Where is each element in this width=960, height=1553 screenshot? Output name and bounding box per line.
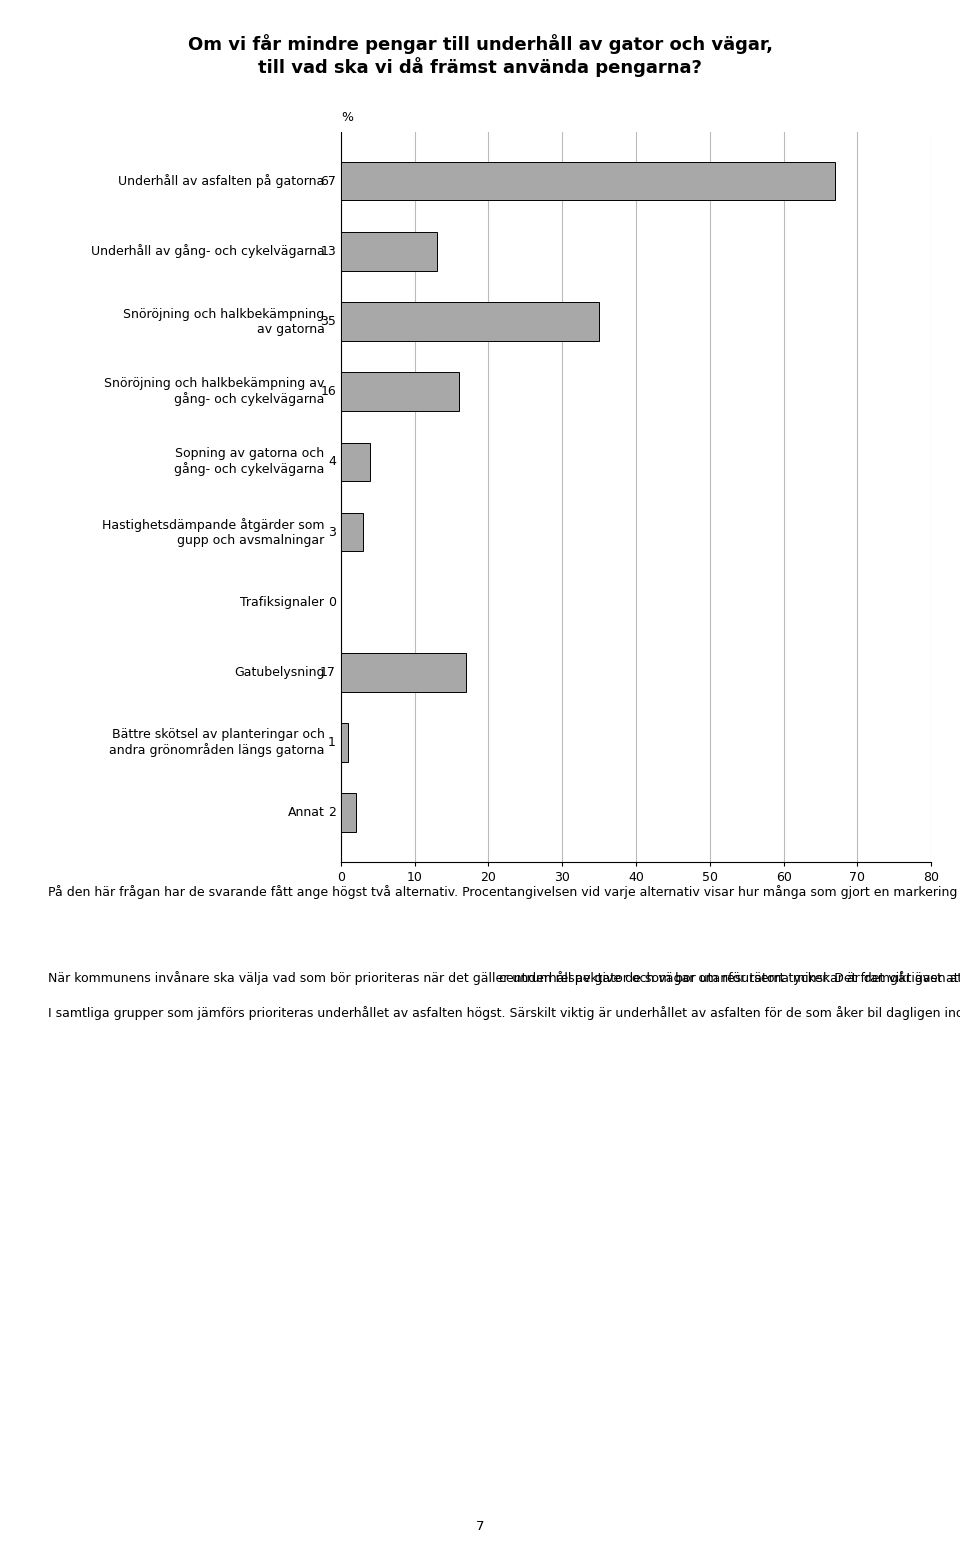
Text: 2: 2 — [328, 806, 336, 820]
Text: 4: 4 — [328, 455, 336, 469]
Text: Snöröjning och halkbekämpning
av gatorna: Snöröjning och halkbekämpning av gatorna — [123, 307, 324, 335]
Text: Annat: Annat — [288, 806, 324, 820]
Bar — [341, 443, 371, 481]
Text: 17: 17 — [320, 666, 336, 679]
Text: centrum respektive de som bor utanför tätort tycker. Det framgår även att kvinno: centrum respektive de som bor utanför tä… — [499, 971, 960, 985]
Text: Trafiksignaler: Trafiksignaler — [240, 596, 324, 609]
Text: 7: 7 — [476, 1520, 484, 1533]
Bar — [341, 162, 835, 200]
Text: Snöröjning och halkbekämpning av
gång- och cykelvägarna: Snöröjning och halkbekämpning av gång- o… — [104, 377, 324, 407]
Bar — [341, 303, 599, 340]
Bar — [341, 724, 348, 763]
Text: %: % — [341, 112, 352, 124]
Text: 3: 3 — [328, 525, 336, 539]
Bar — [341, 231, 437, 270]
Bar — [341, 654, 467, 691]
Text: Om vi får mindre pengar till underhåll av gator och vägar,
till vad ska vi då fr: Om vi får mindre pengar till underhåll a… — [187, 34, 773, 78]
Text: 13: 13 — [321, 245, 336, 258]
Bar — [341, 794, 355, 832]
Text: 35: 35 — [320, 315, 336, 328]
Text: Hastighetsdämpande åtgärder som
gupp och avsmalningar: Hastighetsdämpande åtgärder som gupp och… — [102, 517, 324, 547]
Text: Sopning av gatorna och
gång- och cykelvägarna: Sopning av gatorna och gång- och cykelvä… — [174, 447, 324, 477]
Text: Bättre skötsel av planteringar och
andra grönområden längs gatorna: Bättre skötsel av planteringar och andra… — [109, 728, 324, 758]
Text: På den här frågan har de svarande fått ange högst två alternativ. Procentangivel: På den här frågan har de svarande fått a… — [48, 885, 960, 899]
Text: 0: 0 — [328, 596, 336, 609]
Text: När kommunens invånare ska välja vad som bör prioriteras när det gäller underhål: När kommunens invånare ska välja vad som… — [48, 971, 960, 1020]
Text: Underhåll av asfalten på gatorna: Underhåll av asfalten på gatorna — [118, 174, 324, 188]
Text: 1: 1 — [328, 736, 336, 749]
Bar — [341, 512, 363, 551]
Text: Gatubelysning: Gatubelysning — [234, 666, 324, 679]
Text: Underhåll av gång- och cykelvägarna: Underhåll av gång- och cykelvägarna — [91, 244, 324, 258]
Text: 16: 16 — [321, 385, 336, 398]
Bar — [341, 373, 459, 412]
Text: 67: 67 — [320, 174, 336, 188]
